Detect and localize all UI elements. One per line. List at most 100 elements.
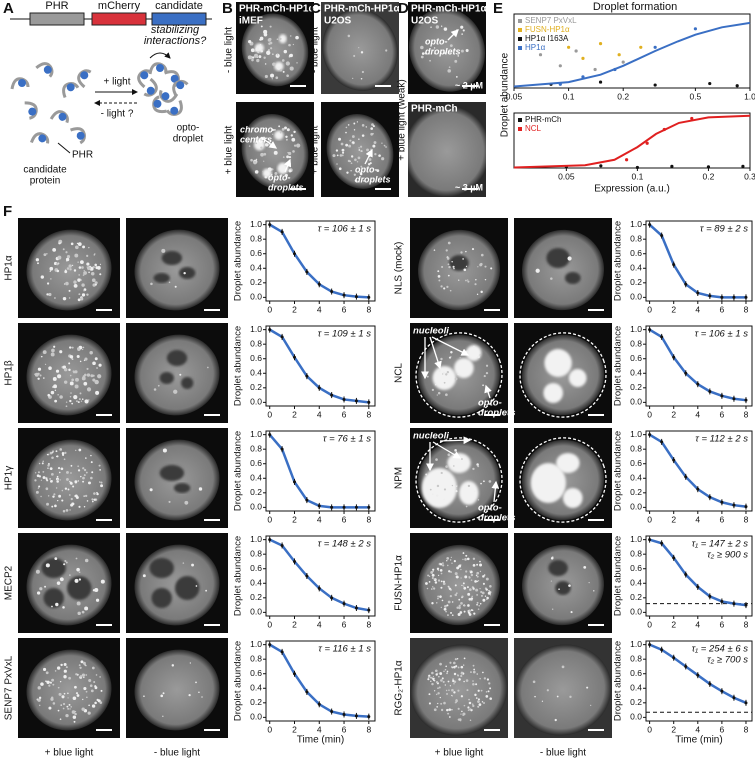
speckle: [454, 593, 458, 597]
speckle: [93, 254, 96, 256]
speckle: [86, 254, 89, 258]
speckle: [468, 588, 472, 591]
micrograph: [410, 428, 508, 528]
speckle: [457, 689, 460, 692]
speckle: [48, 366, 52, 370]
fit-line: [269, 538, 370, 612]
speckle: [162, 448, 167, 453]
speckle: [427, 675, 430, 679]
point: [621, 60, 625, 64]
speckle: [63, 367, 68, 372]
speckle: [99, 273, 102, 276]
label: 0.2: [250, 592, 262, 602]
speckle: [378, 154, 381, 157]
speckle: [541, 700, 544, 702]
label: Expression (a.u.): [594, 184, 670, 195]
speckle: [487, 591, 491, 595]
speckle: [471, 703, 474, 705]
speckle: [436, 494, 439, 497]
speckle: [350, 170, 352, 172]
speckle: [82, 245, 86, 249]
speckle: [478, 703, 482, 707]
speckle: [437, 270, 440, 273]
speckle: [83, 468, 87, 472]
point: [741, 164, 745, 168]
speckle: [77, 611, 81, 616]
speckle: [68, 676, 71, 680]
speckle: [267, 167, 272, 172]
speckle: [434, 690, 436, 692]
speckle: [460, 251, 463, 254]
speckle: [480, 590, 483, 594]
speckle: [446, 670, 449, 673]
speckle: [460, 674, 463, 678]
label: 0: [647, 724, 652, 734]
label: 1.0: [630, 429, 642, 439]
point: [696, 487, 700, 491]
speckle: [278, 125, 281, 128]
label: candidate: [23, 165, 67, 176]
speckle: [70, 706, 72, 708]
speckle: [263, 160, 265, 162]
speckle: [442, 582, 446, 586]
point: [317, 386, 321, 390]
label: 0: [267, 724, 272, 734]
speckle: [65, 401, 68, 403]
speckle: [460, 672, 464, 675]
speckle: [448, 587, 452, 590]
speckle: [476, 463, 479, 466]
speckle: [52, 376, 57, 381]
dark-region: [43, 588, 64, 608]
speckle: [443, 607, 447, 611]
point: [268, 538, 272, 542]
speckle: [207, 366, 209, 369]
speckle: [436, 602, 438, 604]
speckle: [452, 679, 455, 683]
speckle: [444, 684, 446, 686]
speckle: [433, 677, 436, 679]
speckle: [466, 557, 470, 561]
speckle: [472, 670, 476, 674]
label: 0.2: [617, 91, 629, 101]
speckle: [60, 467, 64, 471]
speckle: [454, 584, 457, 587]
label: 6: [720, 724, 725, 734]
speckle: [247, 55, 252, 60]
label: 0.8: [250, 548, 262, 558]
fit-line: [513, 114, 751, 169]
speckle: [441, 677, 444, 680]
micrograph-content: [18, 638, 120, 738]
speckle: [431, 388, 435, 392]
label: 4: [695, 724, 700, 734]
label: opto-: [478, 503, 502, 514]
speckle: [77, 298, 81, 302]
speckle: [471, 248, 475, 251]
speckle: [453, 560, 456, 563]
micrograph-content: [410, 218, 508, 318]
micrograph-content: [18, 533, 120, 633]
label: 0.05: [558, 171, 575, 181]
point: [367, 608, 371, 612]
speckle: [58, 692, 62, 696]
speckle: [95, 390, 100, 395]
speckle: [444, 668, 447, 671]
point: [708, 294, 712, 298]
speckle: [64, 487, 68, 490]
speckle: [46, 680, 50, 684]
speckle: [90, 461, 93, 464]
speckle: [94, 379, 99, 385]
label: 0.0: [250, 712, 262, 722]
speckle: [86, 293, 89, 296]
speckle: [456, 658, 459, 660]
speckle: [482, 582, 485, 585]
label: 2: [671, 409, 676, 419]
speckle: [76, 694, 80, 697]
speckle: [63, 692, 66, 695]
label: + blue light: [224, 125, 235, 174]
label: 0.0: [630, 397, 642, 407]
speckle: [385, 49, 388, 52]
speckle: [285, 61, 290, 66]
speckle: [94, 701, 97, 705]
speckle: [275, 76, 279, 80]
speckle: [426, 375, 429, 378]
